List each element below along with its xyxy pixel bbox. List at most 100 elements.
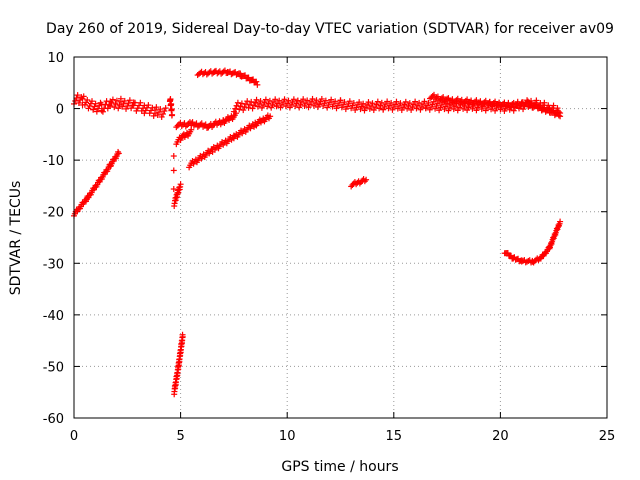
data-point-marker xyxy=(294,97,301,104)
data-point-marker xyxy=(152,107,159,114)
data-point-marker xyxy=(400,104,407,111)
data-point-marker xyxy=(108,99,115,106)
data-point-marker xyxy=(437,104,444,111)
data-point-marker xyxy=(536,104,543,111)
data-point-marker xyxy=(304,97,311,104)
data-point-marker xyxy=(409,104,416,111)
data-point-marker xyxy=(380,106,387,113)
data-point-marker xyxy=(242,101,249,108)
data-point-marker xyxy=(389,106,396,113)
data-point-marker xyxy=(460,105,467,112)
data-point-marker xyxy=(408,106,415,113)
data-point-marker xyxy=(406,100,413,107)
data-point-marker xyxy=(240,107,247,114)
y-tick-label: -60 xyxy=(43,412,64,427)
data-point-marker xyxy=(93,108,100,115)
data-point-marker xyxy=(527,101,534,108)
data-point-marker xyxy=(233,102,240,109)
data-point-marker xyxy=(550,102,557,109)
data-point-marker xyxy=(265,100,272,107)
data-point-marker xyxy=(454,107,461,114)
data-point-marker xyxy=(385,105,392,112)
data-point-marker xyxy=(254,103,261,110)
data-point-marker xyxy=(430,91,437,98)
data-point-marker xyxy=(117,95,124,102)
data-point-marker xyxy=(169,111,176,118)
data-point-marker xyxy=(321,100,328,107)
data-point-marker xyxy=(170,186,177,193)
x-tick-label: 20 xyxy=(492,429,509,444)
data-point-marker xyxy=(345,100,352,107)
data-point-marker xyxy=(368,103,375,110)
data-point-marker xyxy=(557,218,564,225)
data-point-marker xyxy=(262,96,269,103)
data-point-marker xyxy=(237,103,244,110)
data-point-marker xyxy=(446,104,453,111)
data-point-marker xyxy=(341,99,348,106)
data-point-marker xyxy=(179,333,186,340)
data-point-marker xyxy=(317,98,324,105)
data-point-marker xyxy=(272,96,279,103)
data-point-marker xyxy=(293,100,300,107)
data-point-marker xyxy=(256,100,263,107)
y-axis-label: SDTVAR / TECUs xyxy=(8,181,24,296)
data-point-marker xyxy=(528,100,535,107)
data-point-marker xyxy=(158,113,165,120)
y-tick-label: -40 xyxy=(43,309,64,324)
data-point-marker xyxy=(280,99,287,106)
data-point-marker xyxy=(153,104,160,111)
data-point-marker xyxy=(290,96,297,103)
data-point-marker xyxy=(270,99,277,106)
data-point-marker xyxy=(533,101,540,108)
data-point-marker xyxy=(369,100,376,107)
data-point-marker xyxy=(450,106,457,113)
data-point-marker xyxy=(326,99,333,106)
data-point-marker xyxy=(177,181,184,188)
data-point-marker xyxy=(397,100,404,107)
data-point-marker xyxy=(378,99,385,106)
data-point-marker xyxy=(350,99,357,106)
data-point-marker xyxy=(396,102,403,109)
data-point-marker xyxy=(523,99,530,106)
x-tick-label: 5 xyxy=(176,429,184,444)
data-point-marker xyxy=(276,97,283,104)
data-point-marker xyxy=(95,105,102,112)
data-point-marker xyxy=(330,100,337,107)
data-point-marker xyxy=(420,101,427,108)
data-point-marker xyxy=(282,103,289,110)
data-point-marker xyxy=(392,101,399,108)
data-point-marker xyxy=(261,99,268,106)
data-point-marker xyxy=(421,98,428,105)
data-point-marker xyxy=(278,101,285,108)
data-point-marker xyxy=(267,113,274,120)
data-point-marker xyxy=(301,103,308,110)
data-point-marker xyxy=(150,112,157,119)
x-tick-label: 15 xyxy=(386,429,403,444)
data-point-marker xyxy=(154,112,161,119)
data-point-marker xyxy=(92,100,99,107)
data-point-marker xyxy=(344,103,351,110)
data-point-marker xyxy=(232,105,239,112)
data-point-marker xyxy=(376,105,383,112)
data-point-marker xyxy=(328,96,335,103)
data-point-marker xyxy=(89,98,96,105)
data-point-marker xyxy=(433,102,440,109)
data-point-marker xyxy=(337,97,344,104)
data-point-marker xyxy=(414,102,421,109)
data-point-marker xyxy=(144,104,151,111)
data-point-marker xyxy=(273,103,280,110)
data-point-marker xyxy=(501,107,508,114)
y-tick-label: -10 xyxy=(43,154,64,169)
data-point-marker xyxy=(168,106,175,113)
data-point-marker xyxy=(404,105,411,112)
data-point-marker xyxy=(410,101,417,108)
data-point-marker xyxy=(248,98,255,105)
chart-title: Day 260 of 2019, Sidereal Day-to-day VTE… xyxy=(46,21,614,37)
data-points xyxy=(71,67,564,398)
data-point-marker xyxy=(384,98,391,105)
data-point-marker xyxy=(170,153,177,160)
data-point-marker xyxy=(257,98,264,105)
data-point-marker xyxy=(352,106,359,113)
data-point-marker xyxy=(130,102,137,109)
data-point-marker xyxy=(336,99,343,106)
